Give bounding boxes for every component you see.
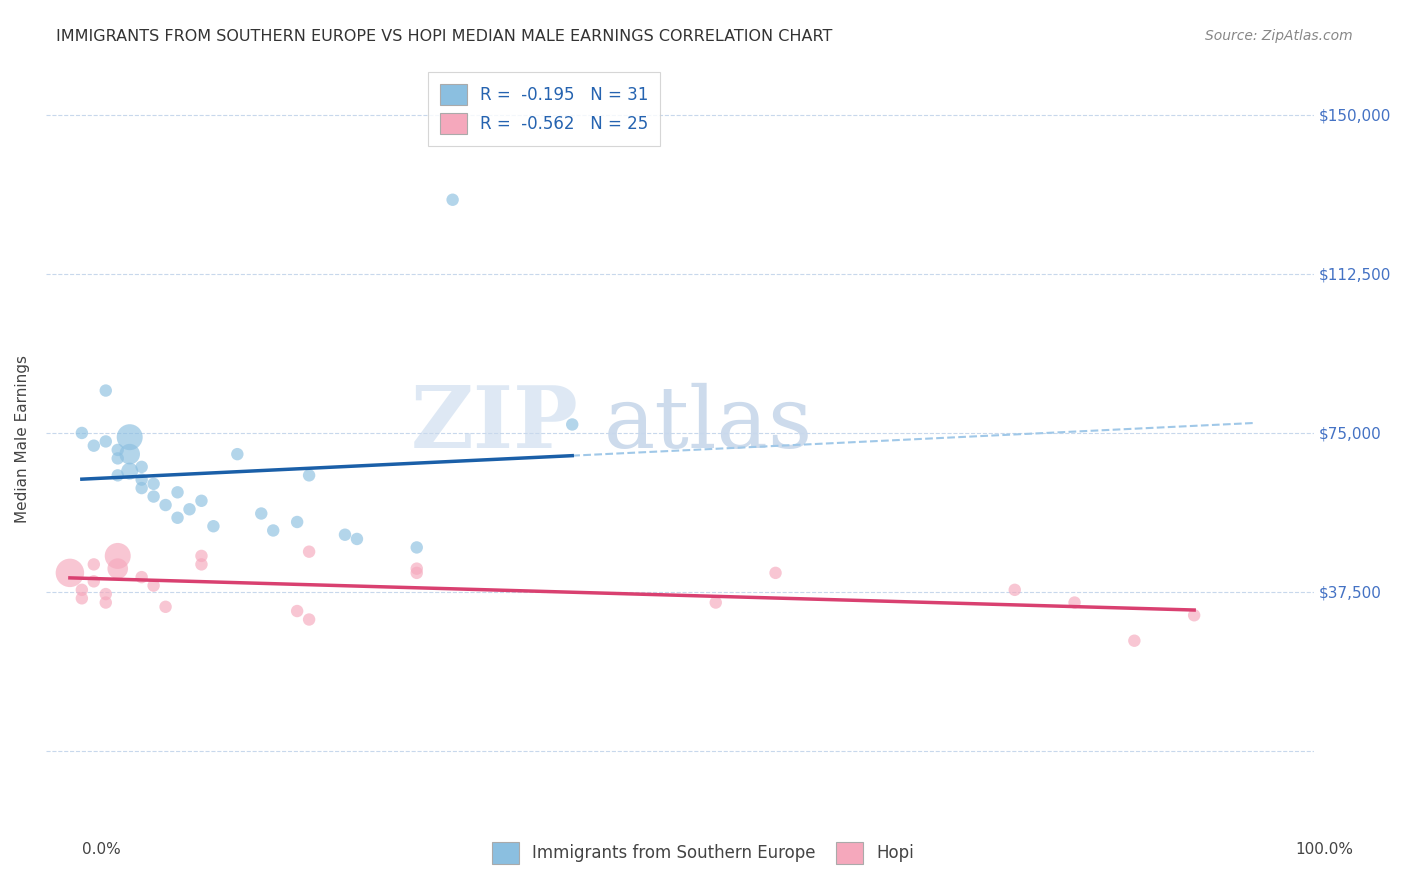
Point — [107, 451, 129, 466]
Point — [190, 549, 212, 563]
Point — [83, 439, 105, 453]
Point — [118, 464, 141, 478]
Point — [166, 485, 188, 500]
Point — [346, 532, 368, 546]
Y-axis label: Median Male Earnings: Median Male Earnings — [15, 355, 30, 524]
Point — [298, 544, 321, 558]
Point — [561, 417, 583, 432]
Text: Source: ZipAtlas.com: Source: ZipAtlas.com — [1205, 29, 1353, 44]
Point — [131, 481, 153, 495]
Point — [107, 549, 129, 563]
Point — [298, 613, 321, 627]
Point — [118, 430, 141, 444]
Point — [142, 578, 165, 592]
Point — [1182, 608, 1205, 623]
Text: atlas: atlas — [603, 383, 813, 466]
Point — [1004, 582, 1026, 597]
Legend: R =  -0.195   N = 31, R =  -0.562   N = 25: R = -0.195 N = 31, R = -0.562 N = 25 — [429, 72, 659, 146]
Point — [94, 384, 117, 398]
Point — [94, 596, 117, 610]
Point — [190, 493, 212, 508]
Point — [704, 596, 727, 610]
Text: IMMIGRANTS FROM SOUTHERN EUROPE VS HOPI MEDIAN MALE EARNINGS CORRELATION CHART: IMMIGRANTS FROM SOUTHERN EUROPE VS HOPI … — [56, 29, 832, 45]
Point — [94, 434, 117, 449]
Point — [405, 541, 427, 555]
Point — [190, 558, 212, 572]
Point — [59, 566, 82, 580]
Text: 100.0%: 100.0% — [1295, 842, 1354, 856]
Point — [70, 425, 93, 440]
Point — [83, 574, 105, 589]
Point — [226, 447, 249, 461]
Point — [333, 527, 356, 541]
Point — [298, 468, 321, 483]
Point — [405, 561, 427, 575]
Point — [131, 473, 153, 487]
Point — [441, 193, 464, 207]
Point — [285, 604, 308, 618]
Point — [250, 507, 273, 521]
Point — [142, 490, 165, 504]
Text: ZIP: ZIP — [411, 383, 578, 467]
Point — [83, 558, 105, 572]
Point — [405, 566, 427, 580]
Point — [142, 476, 165, 491]
Point — [131, 570, 153, 584]
Point — [155, 599, 177, 614]
Point — [107, 442, 129, 457]
Point — [155, 498, 177, 512]
Point — [1123, 633, 1146, 648]
Point — [94, 587, 117, 601]
Point — [107, 561, 129, 575]
Point — [131, 459, 153, 474]
Point — [285, 515, 308, 529]
Point — [70, 582, 93, 597]
Point — [70, 591, 93, 606]
Point — [118, 447, 141, 461]
Point — [765, 566, 787, 580]
Point — [179, 502, 201, 516]
Point — [107, 468, 129, 483]
Point — [202, 519, 225, 533]
Legend: Immigrants from Southern Europe, Hopi: Immigrants from Southern Europe, Hopi — [485, 836, 921, 871]
Text: 0.0%: 0.0% — [82, 842, 121, 856]
Point — [166, 510, 188, 524]
Point — [262, 524, 284, 538]
Point — [1063, 596, 1085, 610]
